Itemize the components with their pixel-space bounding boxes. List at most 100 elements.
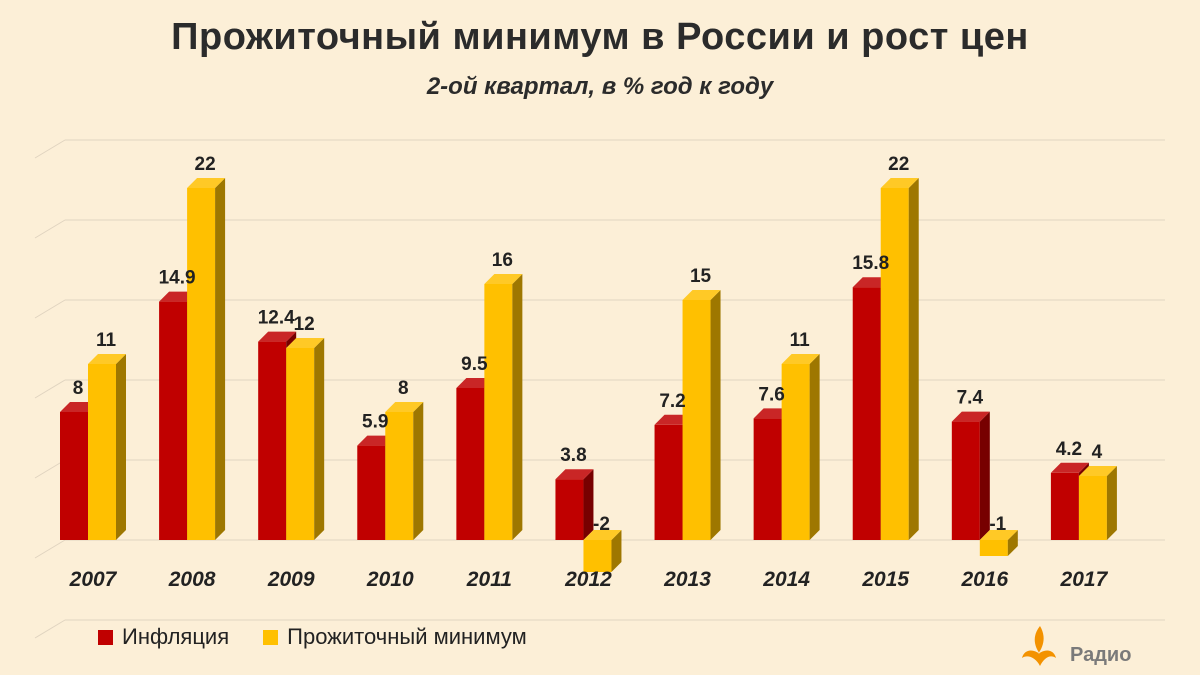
bar-subsistence-2010 [385,402,424,540]
bar-front [654,424,683,540]
bar-top [187,178,226,188]
value-label: 9.5 [461,354,488,375]
x-tick-label: 2009 [267,568,315,591]
chart-title: Прожиточный минимум в России и рост цен [171,16,1029,58]
bar-subsistence-2014 [781,354,820,540]
bars [60,178,1117,572]
value-label: 4 [1092,442,1103,463]
bar-top [555,469,594,480]
bar-subsistence-2008 [187,178,226,540]
bar-front [979,540,1008,556]
bar-top [1078,466,1117,476]
bar-side [215,178,226,540]
value-label: 12 [294,314,315,335]
gridline-depth [34,379,66,399]
bar-subsistence-2013 [682,290,721,540]
gridline-depth [34,619,66,639]
value-label: 8 [73,378,84,399]
value-label: -1 [989,514,1006,535]
x-axis-labels: 2007 2008 2009 2010 2011 2012 2013 2014 2015 2016… [69,568,1109,591]
bar-inflation-2012 [555,469,594,540]
bar-front [88,364,116,540]
x-tick-label: 2015 [861,568,909,591]
x-tick-label: 2016 [960,568,1008,591]
bar-top [1050,462,1089,473]
gridline-depth [34,299,66,319]
chart-subtitle: 2-ой квартал, в % год к году [426,73,774,100]
x-tick-label: 2014 [762,568,810,591]
bar-side [116,354,126,540]
bar-front [159,301,188,540]
bar-front [753,418,782,540]
value-label: 3.8 [560,445,586,466]
bar-top [88,354,126,364]
x-tick-label: 2012 [564,568,612,591]
bar-side [710,290,721,540]
legend: Инфляция Прожиточный минимум [98,624,561,650]
value-label: 15 [690,266,712,287]
x-tick-label: 2007 [69,568,118,591]
value-label: 7.4 [957,388,984,409]
bar-top [385,402,424,412]
bar-top [781,354,820,364]
bar-side [809,354,820,540]
value-label: 11 [790,330,811,351]
bar-front [555,479,584,540]
value-label: 14.9 [159,268,196,289]
legend-swatch-subsistence [263,629,279,645]
value-label: 22 [888,154,909,175]
bar-side [1106,466,1117,540]
bar-front [781,364,810,540]
bar-side [413,402,424,540]
x-tick-label: 2010 [366,568,414,591]
bar-top [484,274,523,284]
gridline-depth [34,139,66,159]
bar-front [1078,476,1107,540]
bar-subsistence-2011 [484,274,523,540]
value-labels: 8 11 14.9 22 12.412 5.9 8 9.5 16 3.8 -2 7.2 15 7.6 11 1… [73,154,1103,535]
bar-subsistence-2016 [979,530,1018,556]
bar-top [880,178,919,188]
bar-subsistence-2009 [286,338,325,540]
bar-front [187,188,216,540]
value-label: 12.4 [258,308,295,329]
bar-side [314,338,325,540]
legend-label-inflation: Инфляция [122,624,230,649]
logo-text: Радио [1070,644,1132,666]
bar-front [357,445,386,540]
bar-top [258,331,297,342]
bar-side [583,469,594,540]
x-tick-label: 2011 [466,568,512,591]
bar-front [286,348,315,540]
value-label: -2 [593,514,610,535]
bar-side [611,530,622,572]
legend-label-subsistence: Прожиточный минимум [287,624,527,649]
value-label: 8 [398,378,409,399]
bar-side [908,178,919,540]
bar-top [682,290,721,300]
legend-item-inflation: Инфляция [98,624,229,650]
value-label: 15.8 [852,253,889,274]
bar-subsistence-2012 [583,530,622,572]
bar-subsistence-2015 [880,178,919,540]
bar-inflation-2016 [951,411,990,540]
value-label: 5.9 [362,412,388,433]
bar-subsistence-2017 [1078,466,1117,540]
bar-top [979,530,1018,540]
value-label: 16 [492,250,513,271]
bar-front [385,412,414,540]
bar-front [484,284,513,540]
bar-front [852,287,881,540]
bar-front [682,300,711,540]
bar-front [258,341,287,540]
bar-top [583,530,622,540]
flame-logo-icon [1022,626,1056,666]
legend-item-subsistence: Прожиточный минимум [263,624,527,650]
bar-top [286,338,325,348]
value-label: 7.6 [758,384,784,405]
x-tick-label: 2017 [1060,568,1109,591]
bar-front [951,421,980,540]
bar-front [456,388,485,540]
radio-logo: Радио [1010,618,1200,675]
